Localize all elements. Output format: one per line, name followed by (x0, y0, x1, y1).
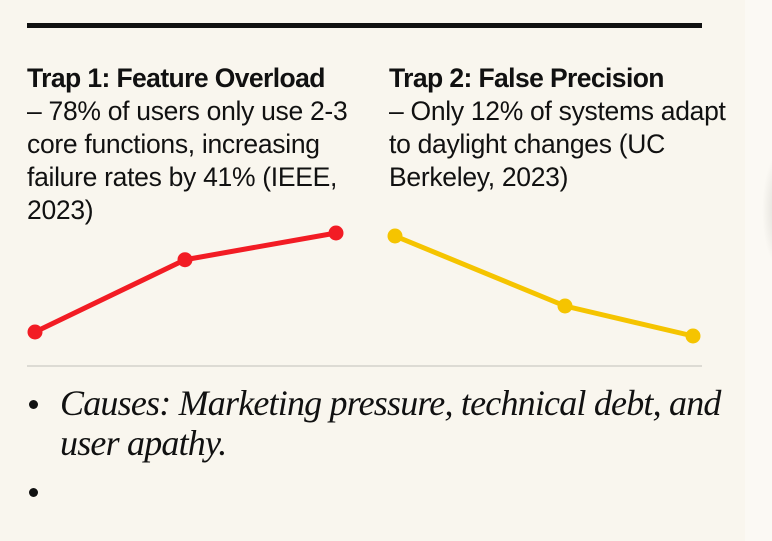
trap-1-title: Trap 1: Feature Overload (27, 63, 325, 93)
edge-shadow (762, 150, 772, 270)
trap-1-body: – 78% of users only use 2-3 core functio… (27, 96, 348, 225)
trap-1-point (328, 225, 344, 241)
trap-1-point (177, 252, 193, 268)
bullet-dot (29, 488, 38, 497)
trap-2-line (394, 233, 694, 339)
trap-2-title: Trap 2: False Precision (389, 63, 664, 93)
trap-2-block: Trap 2: False Precision – Only 12% of sy… (389, 62, 734, 194)
trap-2-trend (387, 228, 701, 344)
trap-2-point (557, 298, 573, 314)
trap-2-point (387, 228, 403, 244)
bullet-dot (29, 400, 38, 409)
trap-2-body: – Only 12% of systems adapt to daylight … (389, 96, 726, 192)
divider (27, 365, 702, 367)
trap-2-point (685, 328, 701, 344)
bullet-text: Causes: Marketing pressure, technical de… (60, 383, 721, 463)
trap-1-trend (27, 225, 344, 340)
trap-1-point (27, 324, 43, 340)
trap-1-block: Trap 1: Feature Overload – 78% of users … (27, 62, 372, 227)
page-edge (745, 0, 772, 541)
bullet-list: Causes: Marketing pressure, technical de… (27, 383, 727, 511)
top-rule (27, 23, 702, 28)
bullet-item-empty (27, 471, 727, 511)
trap-1-line (33, 230, 337, 335)
bullet-item: Causes: Marketing pressure, technical de… (27, 383, 727, 463)
